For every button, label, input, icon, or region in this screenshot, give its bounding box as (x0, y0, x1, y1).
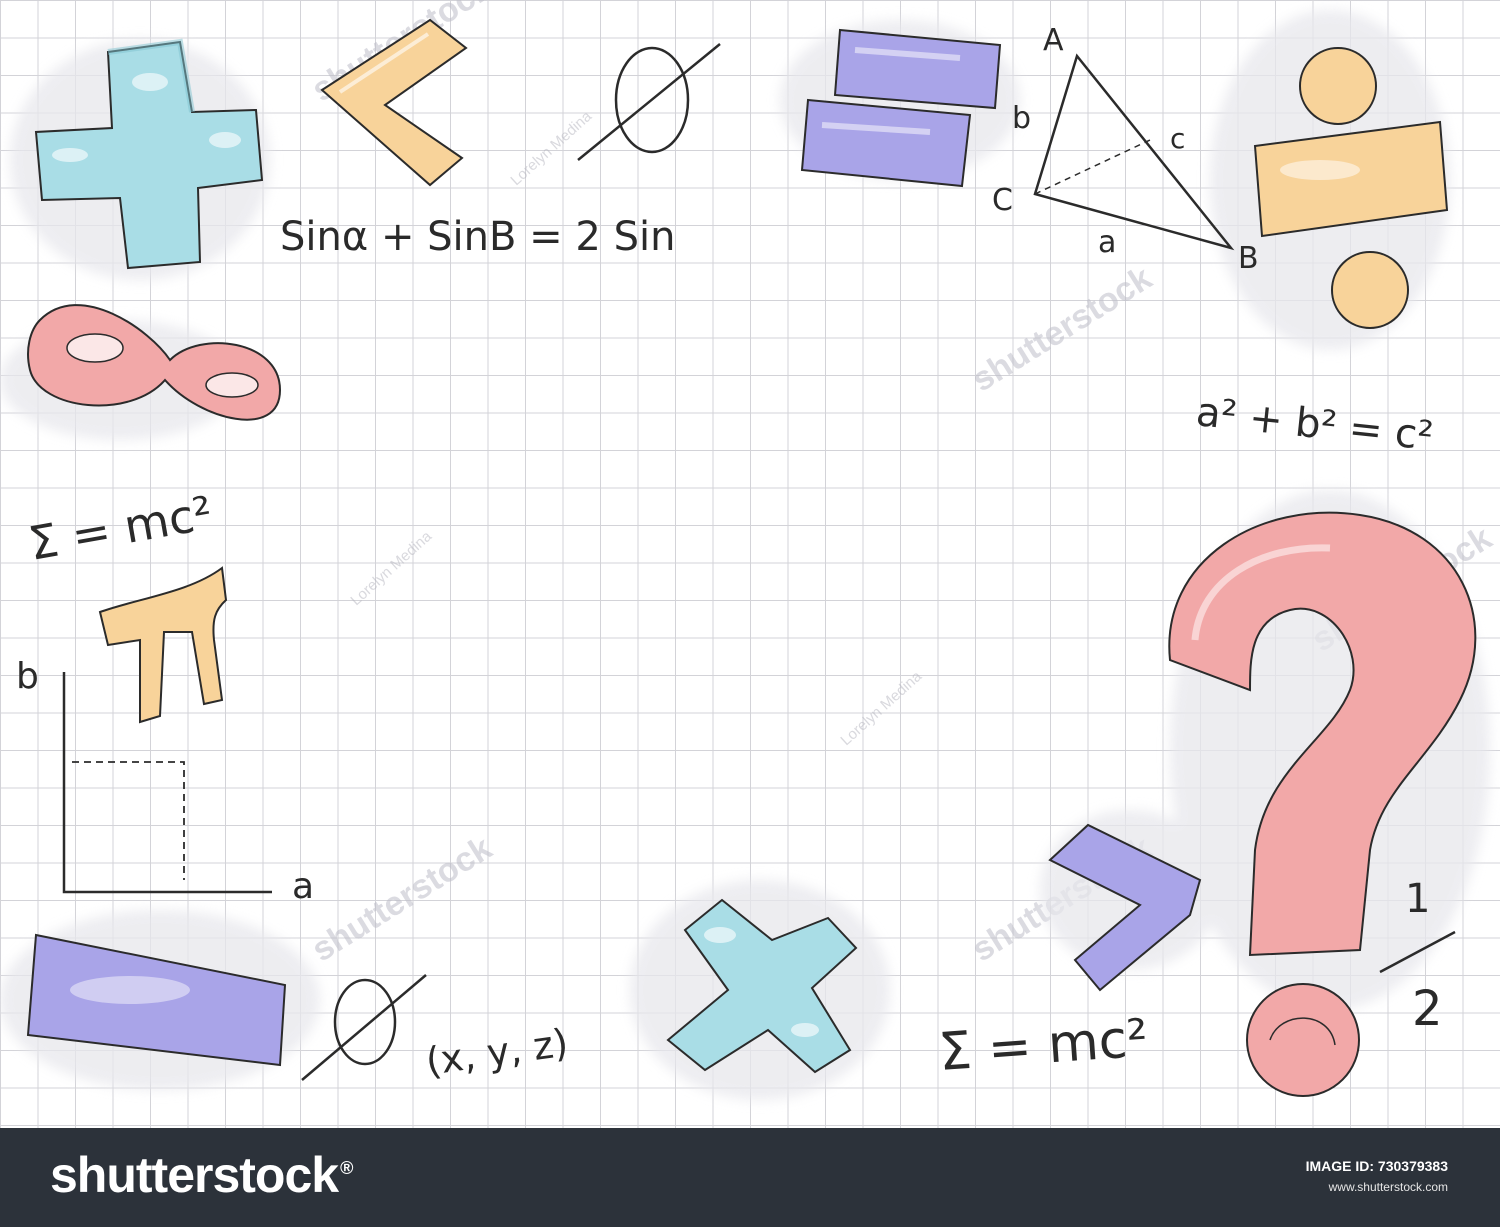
coordinates-text: (x, y, z) (423, 1020, 571, 1083)
fraction-denominator: 2 (1412, 981, 1443, 1037)
stock-footer: shutterstock ® IMAGE ID: 730379383 www.sh… (0, 1128, 1500, 1227)
graph-x-label: a (292, 866, 314, 907)
question-mark-icon (1168, 511, 1477, 1097)
pythagorean-formula: a² + b² = c² (1194, 389, 1435, 460)
image-id: IMAGE ID: 730379383 (1305, 1158, 1448, 1174)
triangle-side-a: a (1098, 225, 1116, 260)
math-doodle-background: shutterstock shutterstock shutterstock s… (0, 0, 1500, 1128)
minus-icon (26, 933, 287, 1067)
fraction-bar (1379, 930, 1456, 974)
greater-than-icon (1048, 823, 1202, 992)
empty-set-icon (577, 43, 721, 161)
triangle-vertex-b: B (1238, 241, 1259, 276)
triangle-side-c: c (1170, 122, 1185, 155)
triangle-vertex-c: C (992, 183, 1013, 218)
energy-formula-left: Σ = mc² (25, 485, 217, 570)
graph-y-label: b (16, 656, 39, 697)
pi-icon (98, 566, 228, 724)
site-url: www.shutterstock.com (1328, 1180, 1448, 1194)
equals-icon (800, 28, 1002, 188)
fraction-numerator: 1 (1405, 876, 1430, 922)
graph-icon (62, 672, 272, 894)
sine-sum-formula: Sinα + SinB = 2 Sin (280, 214, 675, 260)
infinity-icon (27, 304, 282, 421)
footer-meta: IMAGE ID: 730379383 www.shutterstock.com (1306, 1158, 1448, 1194)
triangle-side-b: b (1012, 101, 1031, 136)
registered-mark: ® (340, 1158, 353, 1179)
triangle-icon (1033, 53, 1235, 251)
triangle-vertex-a: A (1043, 23, 1064, 58)
multiply-icon (666, 898, 858, 1074)
doodle-layer: Sinα + SinB = 2 Sin Σ = mc² a² + b² = c²… (0, 10, 1490, 1100)
plus-icon (34, 38, 264, 270)
less-than-icon (320, 18, 468, 187)
footer-brand-name: shutterstock (50, 1147, 339, 1203)
footer-brand: shutterstock ® (50, 1146, 353, 1204)
divide-icon (1253, 47, 1449, 329)
empty-set-icon (301, 974, 427, 1081)
energy-formula-bottom: Σ = mc² (937, 1008, 1150, 1082)
